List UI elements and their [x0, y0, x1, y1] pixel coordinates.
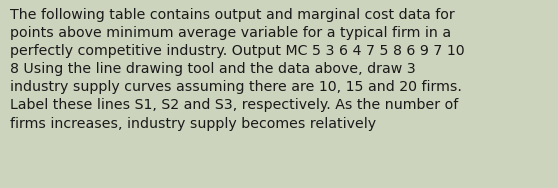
Text: The following table contains output and marginal cost data for
points above mini: The following table contains output and … [10, 8, 465, 131]
